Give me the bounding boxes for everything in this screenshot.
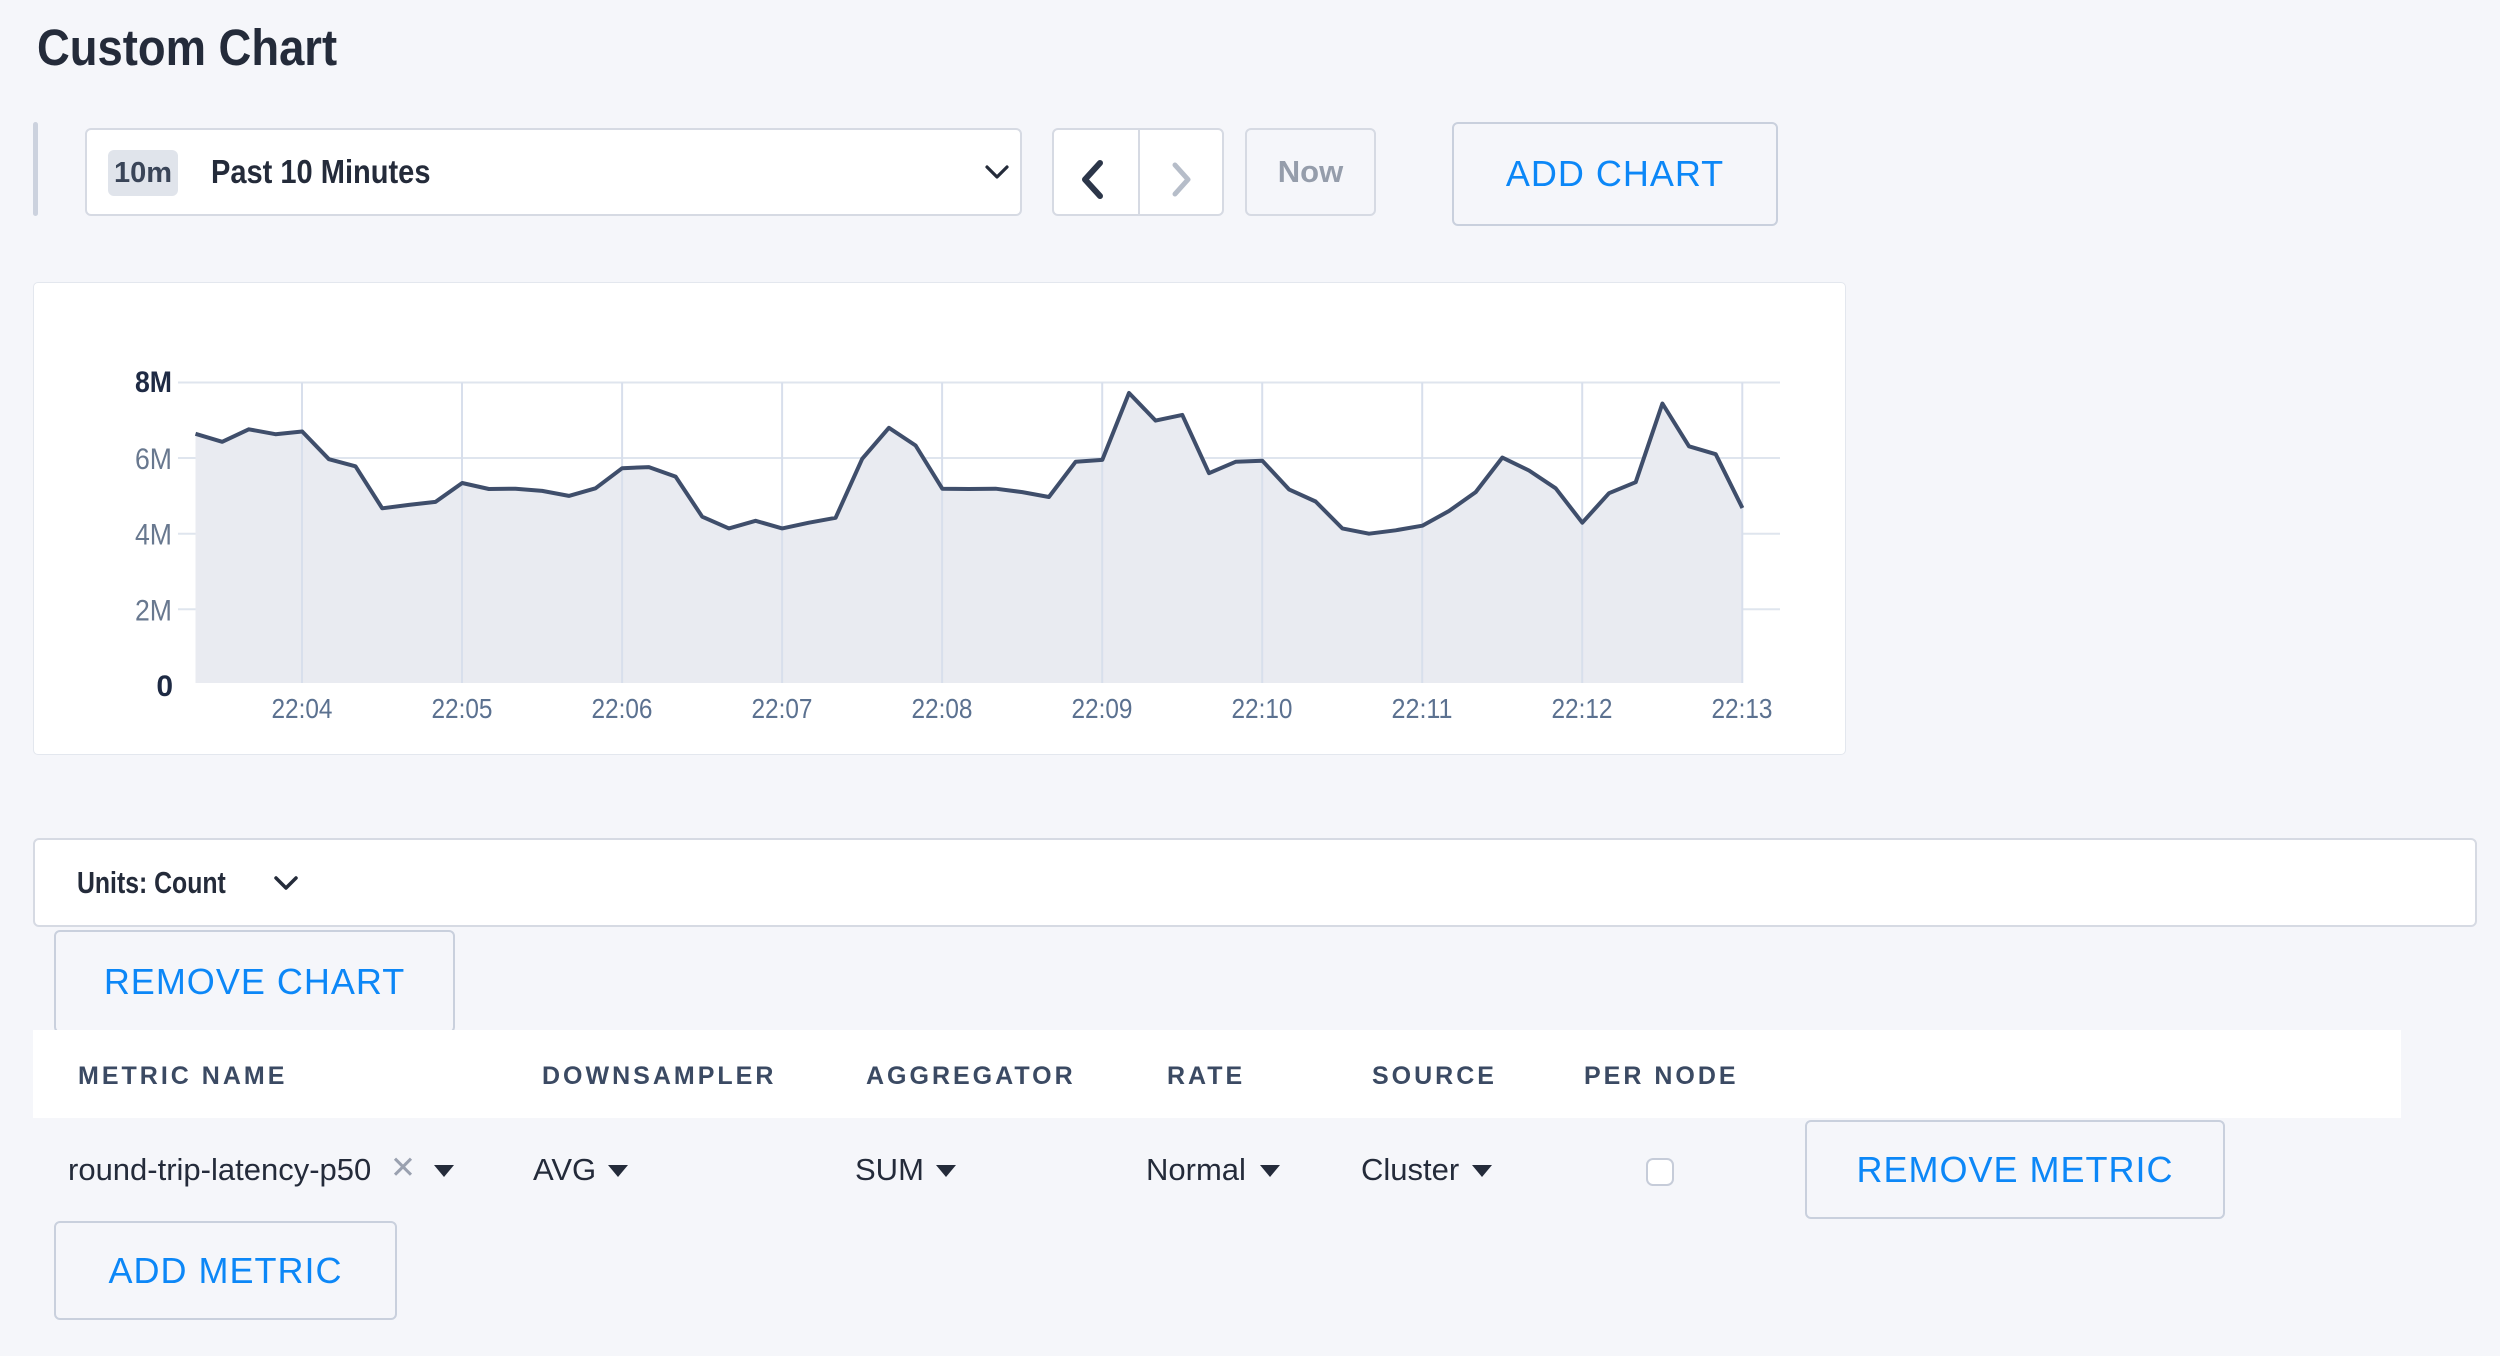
- svg-text:4M: 4M: [135, 519, 172, 552]
- svg-text:8M: 8M: [135, 366, 172, 399]
- svg-text:2M: 2M: [135, 594, 172, 627]
- svg-text:22:12: 22:12: [1552, 693, 1613, 724]
- svg-text:22:05: 22:05: [432, 693, 493, 724]
- svg-text:22:06: 22:06: [592, 693, 653, 724]
- svg-text:22:08: 22:08: [912, 693, 973, 724]
- svg-text:22:04: 22:04: [272, 693, 333, 724]
- svg-text:6M: 6M: [135, 443, 172, 476]
- svg-text:22:07: 22:07: [752, 693, 813, 724]
- svg-text:22:13: 22:13: [1712, 693, 1773, 724]
- svg-text:0: 0: [156, 670, 173, 703]
- svg-text:22:10: 22:10: [1232, 693, 1293, 724]
- svg-text:22:11: 22:11: [1392, 693, 1453, 724]
- svg-text:22:09: 22:09: [1072, 693, 1133, 724]
